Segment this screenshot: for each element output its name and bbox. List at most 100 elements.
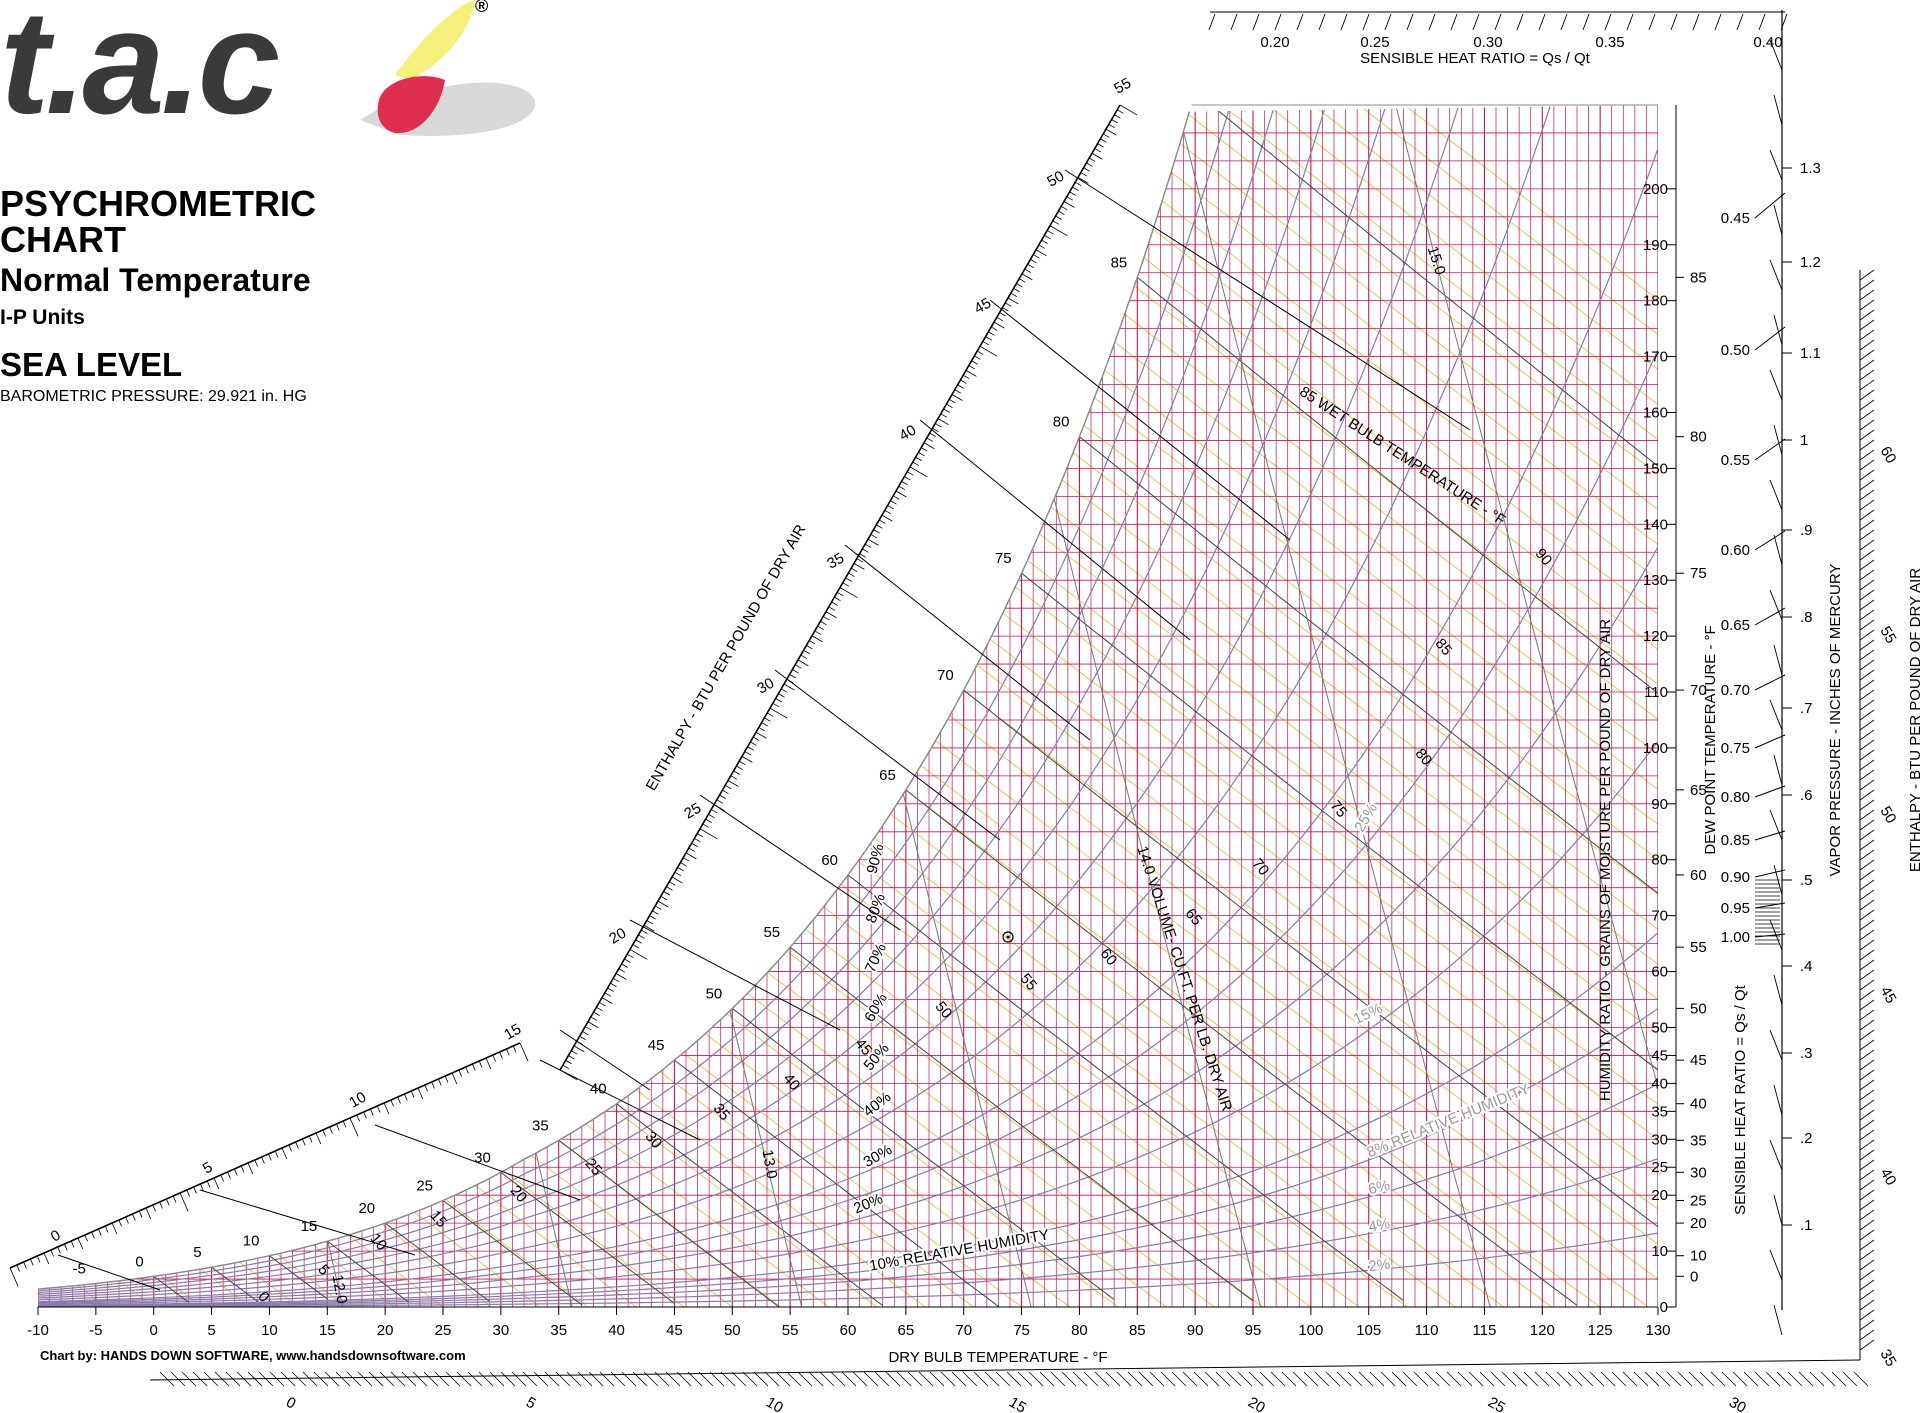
enthalpy-right-tick xyxy=(1859,809,1875,821)
vapor-diag xyxy=(1769,259,1783,291)
enthalpy-tick xyxy=(716,799,724,804)
vapor-diag xyxy=(1769,919,1783,951)
enthalpy-bottom-tick xyxy=(742,1371,758,1387)
enthalpy-tick xyxy=(179,1192,189,1212)
enthalpy-tick xyxy=(775,698,782,703)
enthalpy-tick xyxy=(696,833,704,838)
saturation-label: 5 xyxy=(193,1244,201,1261)
enthalpy-right-tick xyxy=(1859,859,1875,871)
enthalpy-right-tick xyxy=(1859,479,1875,491)
enthalpy-tick xyxy=(859,553,866,558)
rh-label-halo: 2% xyxy=(1367,1256,1391,1276)
enthalpy-right-tick xyxy=(1859,1009,1875,1021)
wetbulb-line xyxy=(1136,276,1658,739)
enthalpy-label: 40 xyxy=(896,422,919,445)
enthalpy-right-tick xyxy=(1859,819,1875,831)
enthalpy-tick xyxy=(993,321,1005,329)
enthalpy-tick xyxy=(946,403,953,409)
saturation-label: 80 xyxy=(1053,414,1070,431)
enthalpy-bottom-tick xyxy=(1182,1371,1198,1387)
enthalpy-bottom-tick xyxy=(1820,1371,1836,1387)
enthalpy-right-tick xyxy=(1859,689,1875,701)
saturation-label: 75 xyxy=(995,550,1012,567)
enthalpy-bottom-tick xyxy=(1633,1371,1649,1387)
y-tick-label: 35 xyxy=(1651,1103,1668,1120)
enthalpy-tick xyxy=(1074,181,1082,187)
enthalpy-right-tick xyxy=(1859,739,1875,751)
enthalpy-tick xyxy=(674,871,682,877)
x-tick-label: 120 xyxy=(1530,1322,1555,1339)
wetbulb-label: 70 xyxy=(1249,855,1273,879)
enthalpy-tick xyxy=(618,968,626,973)
enthalpy-tick xyxy=(125,1216,129,1224)
enthalpy-tick xyxy=(755,731,767,739)
enthalpy-label: 0 xyxy=(48,1227,64,1246)
enthalpy-right-tick xyxy=(1859,289,1875,301)
enthalpy-tick xyxy=(472,1063,476,1071)
enthalpy-tick xyxy=(1018,278,1026,283)
enthalpy-tick xyxy=(794,664,802,669)
enthalpy-right-tick xyxy=(1859,769,1875,781)
shr-right-label: 0.90 xyxy=(1721,869,1750,886)
enthalpy-bottom-tick xyxy=(1336,1371,1352,1387)
enthalpy-tick xyxy=(752,736,760,741)
enthalpy-bottom-tick xyxy=(313,1371,329,1387)
enthalpy-bottom-tick xyxy=(434,1371,450,1387)
enthalpy-bottom-tick xyxy=(467,1371,483,1387)
enthalpy-bottom-scale: 0 5 10 15 20 25 30 xyxy=(149,1359,1869,1413)
enthalpy-bottom-tick xyxy=(720,1371,736,1387)
enthalpy-tick xyxy=(200,1183,204,1191)
enthalpy-bottom-tick xyxy=(1380,1371,1396,1387)
enthalpy-tick xyxy=(1119,104,1138,116)
enthalpy-tick xyxy=(438,1078,442,1086)
vapor-diag xyxy=(1769,699,1783,731)
dewpoint-tick-label: 45 xyxy=(1690,1052,1707,1069)
shr-right-tick xyxy=(1754,785,1786,798)
enthalpy-gridline xyxy=(38,105,588,1307)
enthalpy-bottom-tick xyxy=(192,1371,208,1387)
saturation-curve xyxy=(37,111,1191,1290)
enthalpy-bottom-tick xyxy=(203,1371,219,1387)
shr-top-tick xyxy=(1670,13,1678,31)
enthalpy-right-tick xyxy=(1859,729,1875,741)
enthalpy-bottom-tick xyxy=(577,1371,593,1387)
enthalpy-bottom-tick xyxy=(423,1371,439,1387)
shr-right-label: 1.00 xyxy=(1721,929,1750,946)
enthalpy-tick xyxy=(519,1042,529,1062)
x-tick-label: 45 xyxy=(666,1322,683,1339)
vapor-diag xyxy=(1773,864,1783,896)
enthalpy-tick xyxy=(77,1237,84,1250)
enthalpy-right-tick xyxy=(1859,1119,1875,1131)
enthalpy-gridline xyxy=(537,105,1658,1307)
enthalpy-right-tick xyxy=(1859,299,1875,311)
enthalpy-right-tick xyxy=(1859,1269,1875,1281)
logo-text: t.a.c xyxy=(0,0,280,145)
enthalpy-bottom-tick xyxy=(346,1371,362,1387)
enthalpy-tick xyxy=(850,567,858,573)
logo: t.a.c ® xyxy=(0,0,540,170)
enthalpy-tick xyxy=(329,1126,333,1134)
vapor-tick-label: 1.2 xyxy=(1800,254,1821,271)
vapor-diag xyxy=(1773,974,1783,1006)
y-tick-label: 10 xyxy=(1651,1243,1668,1260)
enthalpy-bottom-tick xyxy=(1050,1371,1066,1387)
enthalpy-label: 5 xyxy=(200,1159,216,1178)
enthalpy-tick xyxy=(822,616,830,621)
enthalpy-right-tick xyxy=(1859,939,1875,951)
enthalpy-bottom-tick xyxy=(1776,1371,1792,1387)
x-tick-label: 75 xyxy=(1013,1322,1030,1339)
enthalpy-bottom-tick xyxy=(489,1371,505,1387)
enthalpy-bottom-tick xyxy=(1501,1371,1517,1387)
enthalpy-right-tick xyxy=(1859,659,1875,671)
shr-top-tick xyxy=(1340,13,1348,31)
enthalpy-tick xyxy=(688,847,696,852)
logo-yellow-flame xyxy=(395,0,475,80)
x-tick-label: 85 xyxy=(1129,1322,1146,1339)
enthalpy-right-tick xyxy=(1859,1249,1875,1261)
enthalpy-tick xyxy=(607,987,614,992)
enthalpy-bottom-tick xyxy=(863,1371,879,1387)
enthalpy-connector xyxy=(919,419,1191,641)
enthalpy-bottom-tick xyxy=(665,1371,681,1387)
enthalpy-tick xyxy=(590,1016,598,1021)
dewpoint-tick-label: 55 xyxy=(1690,939,1707,956)
